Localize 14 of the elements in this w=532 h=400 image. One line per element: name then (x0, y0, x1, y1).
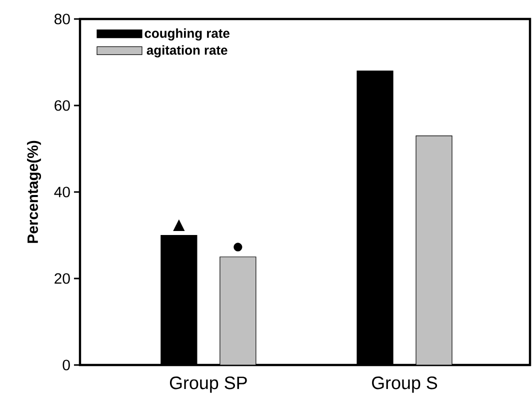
y-tick-label: 20 (54, 273, 70, 284)
x-tick-label: Group S (372, 376, 438, 393)
legend-label: coughing rate (144, 28, 230, 41)
y-axis-title: Percentage(%) (27, 140, 42, 243)
y-tick-label: 80 (54, 14, 70, 24)
x-tick-label: Group SP (170, 376, 247, 393)
y-tick-label: 60 (54, 100, 70, 111)
bar (416, 135, 452, 365)
bar (220, 256, 256, 365)
y-tick-label: 40 (54, 186, 70, 198)
legend-label: agitation rate (146, 45, 228, 58)
annotation: ▲ (173, 219, 185, 232)
y-tick-label: 0 (62, 360, 70, 370)
annotation: ● (234, 242, 242, 252)
